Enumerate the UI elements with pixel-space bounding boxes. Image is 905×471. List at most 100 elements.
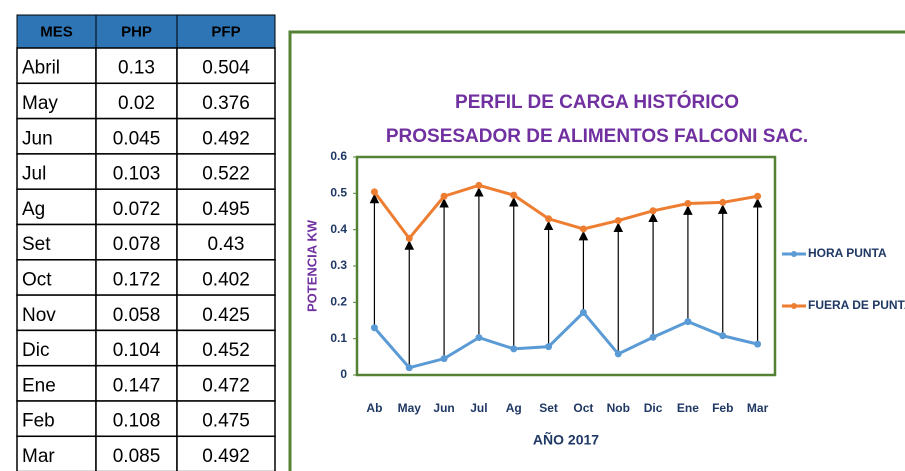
x-tick-label: Dic <box>644 401 663 415</box>
cell-text: Jun <box>22 128 53 149</box>
point <box>719 332 727 340</box>
point <box>440 192 448 200</box>
legend-swatch <box>791 303 797 309</box>
point <box>684 318 692 326</box>
header-text: PFP <box>211 23 240 40</box>
point <box>614 217 622 225</box>
table-cell <box>176 188 276 226</box>
cell-text: 0.045 <box>113 128 161 149</box>
point <box>405 234 413 242</box>
x-tick-label: Jul <box>470 401 487 415</box>
header-cell <box>95 14 178 49</box>
cell-text: 0.072 <box>113 199 161 220</box>
table-cell <box>16 259 97 296</box>
x-tick-label: Mar <box>747 401 769 415</box>
legend-label: HORA PUNTA <box>808 246 887 260</box>
point <box>510 191 518 199</box>
x-tick-label: Ab <box>366 401 382 415</box>
point <box>614 350 622 358</box>
table-cell <box>176 47 276 85</box>
x-axis-label: AÑO 2017 <box>533 431 599 448</box>
y-tick-label: 0.4 <box>330 222 347 236</box>
y-axis-label: POTENCIA KW <box>304 219 319 312</box>
cell-text: 0.085 <box>113 446 161 467</box>
cell-text: Ag <box>22 199 45 220</box>
chart-frame <box>288 30 905 471</box>
point <box>545 215 553 223</box>
cell-text: Set <box>22 234 51 255</box>
cell-text: May <box>22 93 58 114</box>
cell-text: 0.475 <box>202 411 250 432</box>
y-tick-label: 0.1 <box>330 331 347 345</box>
table-cell <box>176 435 276 471</box>
cell-text: 0.495 <box>202 199 250 220</box>
cell-text: 0.472 <box>202 375 250 396</box>
y-tick-label: 0.3 <box>330 258 347 272</box>
table-cell <box>95 435 178 471</box>
point <box>545 343 553 351</box>
cell-text: 0.172 <box>113 269 161 290</box>
table-cell <box>16 435 97 471</box>
legend-swatch <box>791 251 797 257</box>
cell-text: 0.522 <box>202 164 250 185</box>
table-cell <box>176 117 276 155</box>
point <box>684 200 692 208</box>
y-tick-label: 0 <box>340 367 347 381</box>
point <box>579 225 587 233</box>
point <box>649 333 657 341</box>
table-cell <box>95 82 178 120</box>
cell-text: Feb <box>22 411 55 432</box>
point <box>754 192 762 200</box>
x-tick-label: Feb <box>712 401 733 415</box>
point <box>475 181 483 189</box>
cell-text: Dic <box>22 340 49 361</box>
y-tick-label: 0.5 <box>330 186 347 200</box>
point <box>475 334 483 342</box>
cell-text: Mar <box>22 446 55 467</box>
chart-title: PROSESADOR DE ALIMENTOS FALCONI SAC. <box>386 126 808 147</box>
point <box>579 309 587 317</box>
cell-text: 0.402 <box>202 269 250 290</box>
point <box>649 207 657 215</box>
table-cell <box>95 259 178 296</box>
y-tick-label: 0.6 <box>330 149 347 163</box>
x-tick-label: Set <box>539 401 558 415</box>
table-cell <box>16 117 97 155</box>
table-cell <box>16 223 97 261</box>
table-cell <box>95 153 178 190</box>
point <box>370 188 378 196</box>
header-text: MES <box>40 23 73 40</box>
legend-label: FUERA DE PUNTA <box>808 298 905 312</box>
cell-text: 0.452 <box>202 340 250 361</box>
cell-text: Ene <box>22 375 56 396</box>
plot-area <box>355 155 777 377</box>
table-cell <box>176 223 276 261</box>
x-tick-label: Oct <box>573 401 593 415</box>
table-cell <box>176 153 276 190</box>
point <box>370 324 378 332</box>
series-line <box>373 183 758 241</box>
table-cell <box>16 364 97 402</box>
header-text: PHP <box>121 23 152 40</box>
cell-text: Jul <box>22 164 46 185</box>
table-cell <box>176 329 276 367</box>
table-cell <box>176 82 276 120</box>
cell-text: 0.376 <box>202 93 250 114</box>
x-tick-label: Ene <box>677 401 699 415</box>
point <box>440 355 448 363</box>
table-cell <box>16 188 97 226</box>
series-line <box>373 310 758 370</box>
cell-text: 0.13 <box>118 58 155 79</box>
cell-text: 0.02 <box>118 93 155 114</box>
cell-text: 0.43 <box>208 234 245 255</box>
cell-text: 0.108 <box>113 411 161 432</box>
table-cell <box>176 294 276 332</box>
point <box>510 345 518 353</box>
cell-text: 0.147 <box>113 375 161 396</box>
cell-text: 0.078 <box>113 234 161 255</box>
cell-text: 0.425 <box>202 305 250 326</box>
table-cell <box>95 400 178 438</box>
cell-text: Abril <box>22 58 60 79</box>
chart-title: PERFIL DE CARGA HISTÓRICO <box>455 91 739 113</box>
